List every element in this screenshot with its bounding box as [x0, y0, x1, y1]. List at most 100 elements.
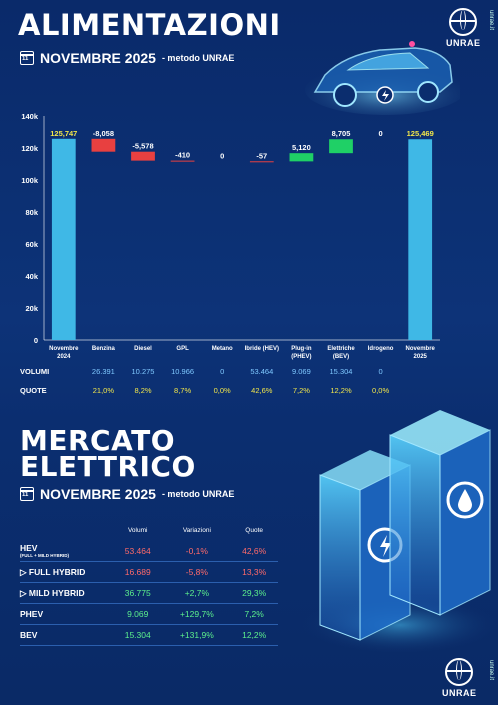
y-tick-label: 100k	[21, 176, 39, 185]
x-tick-label: 2025	[414, 354, 428, 360]
row-value: 15.304	[329, 367, 353, 376]
market-variazione: +131,9%	[163, 624, 231, 646]
row-value: 12,2%	[330, 386, 352, 395]
market-volumi: 53.464	[112, 540, 164, 562]
market-variazione: +2,7%	[163, 582, 231, 604]
section-title-line2: ELETTRICO	[20, 450, 196, 483]
row-value: 0,0%	[372, 386, 390, 395]
electric-car-illustration	[305, 41, 460, 115]
bar-3	[170, 160, 195, 162]
bar-value-label: -8,058	[93, 129, 114, 138]
logo-word: UNRAE	[446, 38, 481, 48]
x-tick-label: (BEV)	[333, 354, 349, 360]
globe-icon	[449, 8, 478, 36]
market-quota: 7,2%	[230, 603, 278, 625]
row-value: 53.464	[250, 367, 274, 376]
x-tick-label: 2024	[57, 354, 71, 360]
y-tick-label: 20k	[25, 304, 38, 313]
y-tick-label: 140k	[21, 112, 39, 121]
row-value: 21,0%	[92, 386, 115, 395]
x-tick-label: Elettriche	[327, 346, 355, 352]
row-value: 0	[378, 367, 383, 376]
market-volumi: 16.689	[112, 561, 164, 583]
row-value: 7,2%	[292, 386, 310, 395]
bar-value-label: -57	[256, 151, 267, 160]
bar-value-label: 125,469	[407, 129, 434, 138]
y-tick-label: 60k	[25, 240, 38, 249]
market-variazione: +129,7%	[163, 603, 231, 625]
market-row-label: BEV	[20, 624, 112, 646]
x-tick-label: GPL	[176, 346, 189, 352]
row-value: 10.966	[171, 367, 195, 376]
x-tick-label: (PHEV)	[291, 354, 311, 360]
section-subtitle: 11 NOVEMBRE 2025 - metodo UNRAE	[20, 486, 234, 502]
x-tick-label: Novembre	[406, 346, 436, 352]
market-row-label: ▷ FULL HYBRID	[20, 561, 112, 583]
bar-value-label: -5,578	[132, 142, 153, 151]
site-url-bottom: unrae.it	[488, 660, 494, 681]
y-tick-label: 40k	[25, 272, 38, 281]
row-value: 42,6%	[251, 386, 273, 395]
market-volumi: 15.304	[112, 624, 164, 646]
row-value: 0,0%	[213, 386, 231, 395]
row-value: 26.391	[91, 367, 115, 376]
y-tick-label: 120k	[21, 144, 39, 153]
header-variazioni: Variazioni	[182, 527, 211, 534]
market-variazione: -5,8%	[163, 561, 231, 583]
unrae-logo: UNRAE	[446, 8, 481, 48]
bar-value-label: 125,747	[50, 129, 77, 138]
page-title: ALIMENTAZIONI	[18, 8, 281, 42]
x-tick-label: Plug-in	[291, 346, 312, 352]
site-url: unrae.it	[488, 10, 494, 31]
market-quota: 29,3%	[230, 582, 278, 604]
header-quote: Quote	[245, 527, 263, 534]
bar-value-label: 0	[220, 151, 224, 160]
header-volumi: Volumi	[127, 527, 148, 534]
market-quota: 13,3%	[230, 561, 278, 583]
market-volumi: 36.775	[112, 582, 164, 604]
market-volumi: 9.069	[112, 603, 164, 625]
charging-stations-illustration	[300, 410, 498, 655]
calendar-icon: 11	[20, 487, 34, 501]
subtitle-month: NOVEMBRE 2025	[40, 50, 156, 66]
market-row: PHEV 9.069 +129,7% 7,2%	[20, 603, 278, 625]
market-variazione: -0,1%	[163, 540, 231, 562]
bar-0	[51, 138, 76, 340]
subtitle-method: - metodo UNRAE	[161, 53, 235, 63]
market-row-label: PHEV	[20, 603, 112, 625]
x-tick-label: Idrogeno	[368, 346, 394, 352]
globe-icon	[445, 658, 474, 686]
y-tick-label: 0	[34, 336, 38, 345]
bar-2	[131, 151, 155, 161]
bar-value-label: 8,705	[332, 129, 351, 138]
bar-7	[329, 139, 353, 154]
row-label: VOLUMI	[20, 367, 50, 376]
market-row-sublabel: (FULL + MILD HYBRID)	[20, 553, 70, 558]
logo-word: UNRAE	[442, 688, 477, 698]
row-value: 9.069	[292, 367, 311, 376]
section-title: MERCATO ELETTRICO	[20, 424, 196, 483]
row-value: 8,7%	[174, 386, 192, 395]
market-table: Volumi Variazioni Quote HEV (FULL + MILD …	[20, 526, 278, 646]
market-row: ▷ FULL HYBRID 16.689 -5,8% 13,3%	[20, 561, 278, 583]
row-value: 8,2%	[134, 386, 152, 395]
market-row: ▷ MILD HYBRID 36.775 +2,7% 29,3%	[20, 582, 278, 604]
bar-value-label: 5,120	[292, 143, 311, 152]
subtitle: 11 NOVEMBRE 2025 - metodo UNRAE	[20, 50, 234, 66]
row-value: 0	[220, 367, 225, 376]
x-tick-label: Ibride (HEV)	[245, 346, 279, 352]
section-subtitle-month: NOVEMBRE 2025	[40, 486, 156, 502]
x-tick-label: Novembre	[49, 346, 79, 352]
y-tick-label: 80k	[25, 208, 38, 217]
bar-value-label: 0	[379, 129, 383, 138]
section-title-line1: MERCATO	[20, 424, 175, 457]
market-row-label: ▷ MILD HYBRID	[20, 582, 112, 604]
bar-6	[289, 153, 314, 162]
market-row: HEV (FULL + MILD HYBRID) 53.464 -0,1% 42,6%	[20, 540, 278, 562]
row-value: 10.275	[131, 367, 155, 376]
market-row-label: HEV (FULL + MILD HYBRID)	[20, 540, 112, 562]
x-tick-label: Benzina	[92, 346, 116, 352]
x-tick-label: Metano	[212, 346, 233, 352]
market-quota: 42,6%	[230, 540, 278, 562]
bar-value-label: -410	[175, 151, 190, 160]
